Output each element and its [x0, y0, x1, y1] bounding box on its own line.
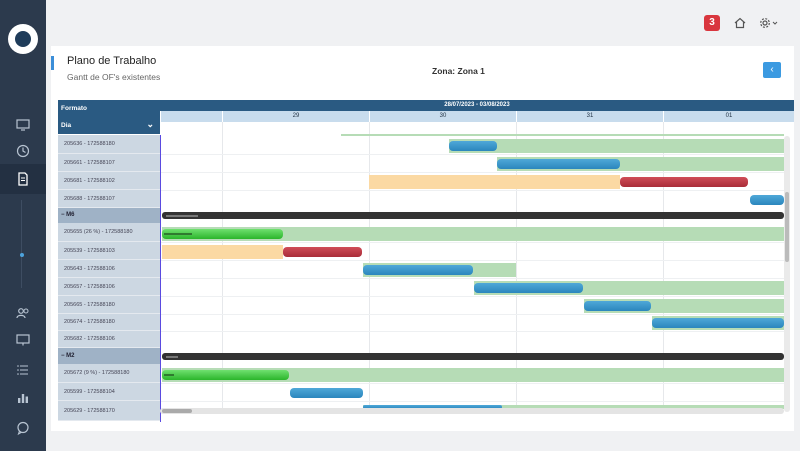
row-label[interactable]: 205539 - 172588103 — [58, 242, 160, 260]
day-cell: 30 — [369, 111, 516, 122]
gantt-task-bar[interactable] — [584, 301, 651, 311]
today-marker — [160, 135, 161, 422]
row-label[interactable]: 205661 - 172588107 — [58, 154, 160, 172]
date-range-header: 28/07/2023 - 03/08/2023 — [160, 100, 794, 111]
gantt-task-bar[interactable] — [497, 159, 620, 169]
gantt-bar-pending[interactable] — [369, 175, 620, 189]
horizontal-scrollbar[interactable] — [160, 408, 784, 414]
row-label[interactable]: 205682 - 172588106 — [58, 331, 160, 348]
row-label[interactable]: 205655 (26 %) - 172588180 — [58, 223, 160, 242]
row-label[interactable]: 205629 - 172588170 — [58, 401, 160, 421]
gantt-bar-pending[interactable] — [162, 245, 283, 259]
list-icon[interactable] — [13, 360, 33, 380]
row-label[interactable]: 205674 - 172588180 — [58, 314, 160, 331]
vertical-scrollbar[interactable] — [784, 136, 790, 412]
row-separator — [160, 383, 784, 384]
task-progress — [164, 233, 192, 235]
row-separator — [160, 190, 784, 191]
sidebar — [0, 0, 46, 451]
task-progress — [164, 374, 174, 376]
gantt-task-bar[interactable] — [652, 318, 784, 328]
gantt-task-bar[interactable] — [449, 141, 497, 151]
vertical-scroll-thumb[interactable] — [785, 192, 789, 262]
sidebar-scroll-track — [21, 200, 22, 288]
row-separator — [160, 260, 784, 261]
gantt-group-bar-m2[interactable] — [162, 353, 784, 360]
chart-icon[interactable] — [13, 388, 33, 408]
row-separator — [160, 172, 784, 173]
day-cell: 31 — [516, 111, 663, 122]
row-separator — [160, 154, 784, 155]
row-label[interactable]: 205636 - 172588180 — [58, 135, 160, 154]
history-icon[interactable] — [13, 141, 33, 161]
users-icon[interactable] — [13, 303, 33, 323]
home-icon[interactable] — [731, 15, 749, 31]
gantt-task-bar[interactable] — [363, 265, 473, 275]
row-label[interactable]: 205688 - 172588107 — [58, 190, 160, 208]
horizontal-scroll-thumb[interactable] — [162, 409, 192, 413]
page-title: Plano de Trabalho — [67, 55, 157, 67]
settings-icon[interactable] — [758, 15, 780, 31]
nav-active-highlight — [0, 164, 46, 194]
gantt-group-bar-m6[interactable] — [162, 212, 784, 219]
row-label[interactable]: 205599 - 172588104 — [58, 383, 160, 401]
monitor-icon[interactable] — [13, 115, 33, 135]
gantt-task-bar[interactable] — [363, 405, 502, 409]
sidebar-scroll-indicator[interactable] — [20, 253, 24, 257]
gantt-bar-background[interactable] — [449, 139, 784, 153]
row-separator — [160, 331, 784, 332]
row-label[interactable]: 205657 - 172588106 — [58, 278, 160, 296]
chevron-down-icon[interactable]: ⌄ — [146, 119, 154, 129]
gantt-bar-background[interactable] — [341, 134, 784, 136]
gantt-task-bar-late[interactable] — [283, 247, 362, 257]
gantt-bar-background[interactable] — [162, 227, 784, 241]
back-button[interactable]: ‹ — [763, 62, 781, 78]
group-label-m2[interactable]: − M2 — [58, 348, 160, 364]
group-progress — [166, 356, 178, 358]
group-progress — [166, 215, 198, 217]
gantt-task-bar-in-progress[interactable] — [162, 370, 289, 380]
chat-icon[interactable] — [13, 418, 33, 438]
notification-badge[interactable]: 3 — [704, 15, 720, 31]
panel-accent — [51, 56, 54, 70]
day-cell-blank — [160, 111, 222, 122]
row-separator — [160, 314, 784, 315]
row-label[interactable]: 205665 - 172588180 — [58, 296, 160, 314]
display-icon[interactable] — [13, 330, 33, 350]
gantt-bar-background[interactable] — [162, 368, 784, 382]
row-label[interactable]: 205681 - 172588102 — [58, 172, 160, 190]
grid-line — [663, 122, 664, 412]
gantt-bar-background[interactable] — [363, 405, 784, 409]
gantt-task-bar[interactable] — [474, 283, 583, 293]
row-separator — [160, 242, 784, 243]
gantt-task-bar-in-progress[interactable] — [162, 229, 283, 239]
formato-header: Formato — [58, 100, 160, 116]
row-label[interactable]: 205672 (9 %) - 172588180 — [58, 364, 160, 383]
day-cell: 01 — [663, 111, 794, 122]
gantt-task-bar-late[interactable] — [620, 177, 748, 187]
row-separator — [160, 278, 784, 279]
zone-label: Zona: Zona 1 — [432, 66, 485, 76]
gantt-task-bar[interactable] — [290, 388, 363, 398]
page-subtitle: Gantt de OF's existentes — [67, 72, 161, 82]
row-label[interactable]: 205643 - 172588106 — [58, 260, 160, 278]
grid-line — [516, 122, 517, 412]
group-label-m6[interactable]: − M6 — [58, 208, 160, 223]
grid-line — [222, 122, 223, 412]
day-cell: 29 — [222, 111, 369, 122]
gantt-task-bar[interactable] — [750, 195, 784, 205]
row-separator — [160, 296, 784, 297]
dia-selector[interactable]: Dia ⌄ — [58, 116, 160, 134]
dia-label: Dia — [61, 122, 72, 129]
document-icon[interactable] — [13, 169, 33, 189]
row-separator — [160, 401, 784, 402]
app-logo[interactable] — [8, 24, 38, 54]
